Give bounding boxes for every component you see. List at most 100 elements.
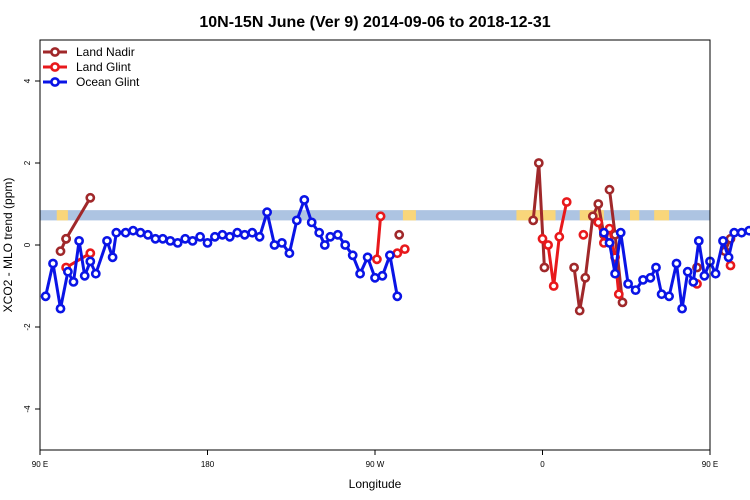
data-point xyxy=(399,244,410,254)
data-point xyxy=(604,184,615,195)
data-point xyxy=(85,256,96,267)
data-point xyxy=(111,227,122,238)
data-point xyxy=(533,158,544,168)
data-point xyxy=(615,227,626,238)
land-segment xyxy=(629,210,640,221)
data-point xyxy=(55,303,66,314)
chart-title: 10N-15N June (Ver 9) 2014-09-06 to 2018-… xyxy=(199,14,550,31)
data-point xyxy=(664,291,674,302)
data-point xyxy=(239,229,250,240)
data-point xyxy=(90,268,101,279)
data-point xyxy=(725,260,736,271)
data-point xyxy=(682,266,693,277)
data-point xyxy=(384,250,395,261)
land-ocean-band xyxy=(40,210,710,221)
data-point xyxy=(224,231,235,242)
data-point xyxy=(392,291,403,302)
data-point xyxy=(291,215,302,226)
data-point xyxy=(561,197,572,207)
data-point xyxy=(247,227,258,238)
data-point xyxy=(68,276,79,287)
data-point xyxy=(613,289,624,300)
data-point xyxy=(332,229,343,240)
data-point xyxy=(319,240,330,250)
data-point xyxy=(593,199,604,209)
y-tick-label: -2 xyxy=(23,323,32,331)
data-point xyxy=(79,270,90,281)
x-axis: 90 E 180 90 W 0 90 E xyxy=(32,450,718,469)
legend-item: Land Glint xyxy=(43,60,131,74)
data-point xyxy=(593,217,604,228)
data-point xyxy=(623,278,633,289)
data-point xyxy=(394,229,405,240)
x-tick-label: 0 xyxy=(540,460,545,469)
data-point xyxy=(254,231,265,242)
series-line xyxy=(572,202,606,313)
data-point xyxy=(528,215,539,226)
legend-item: Land Nadir xyxy=(43,45,135,59)
plot-area xyxy=(39,39,750,451)
data-point xyxy=(656,289,667,300)
data-point xyxy=(630,285,641,295)
series-line xyxy=(375,216,383,260)
data-point xyxy=(142,229,153,240)
data-point xyxy=(371,254,382,265)
y-tick-label: -4 xyxy=(23,405,32,413)
data-point xyxy=(599,227,609,238)
x-tick-label: 90 W xyxy=(366,460,385,469)
x-tick-label: 90 E xyxy=(702,460,718,469)
data-point xyxy=(645,272,656,283)
legend-marker xyxy=(50,77,60,87)
series-ocean-glint xyxy=(40,194,750,314)
data-point xyxy=(377,270,388,281)
data-point xyxy=(580,272,591,283)
data-point xyxy=(355,268,365,279)
data-point xyxy=(209,231,220,242)
data-point xyxy=(128,225,138,236)
legend-label: Land Nadir xyxy=(76,45,135,59)
data-point xyxy=(262,207,272,218)
data-point xyxy=(693,235,704,246)
data-point xyxy=(306,217,317,228)
land-segment xyxy=(402,210,416,221)
data-point xyxy=(651,262,661,273)
x-tick-label: 90 E xyxy=(32,460,48,469)
data-point xyxy=(48,258,58,269)
data-point xyxy=(284,248,295,259)
data-point xyxy=(688,276,699,287)
data-point xyxy=(744,225,750,236)
y-axis-label: XCO2 - MLO trend (ppm) xyxy=(1,178,15,313)
data-point xyxy=(362,252,373,263)
data-point xyxy=(61,233,71,244)
data-point xyxy=(165,235,176,246)
data-point xyxy=(157,233,168,244)
ocean-band xyxy=(40,210,710,221)
data-point xyxy=(736,227,747,238)
data-point xyxy=(102,235,112,246)
data-point xyxy=(85,248,96,259)
series-line xyxy=(64,197,92,240)
data-point xyxy=(217,229,228,240)
legend-label: Land Glint xyxy=(76,60,131,74)
legend-marker xyxy=(50,62,60,72)
data-point xyxy=(347,250,358,261)
data-point xyxy=(710,268,721,279)
data-point xyxy=(677,303,687,314)
data-point xyxy=(578,229,589,240)
data-point xyxy=(107,252,118,263)
data-point xyxy=(604,237,615,248)
data-point xyxy=(574,305,585,316)
data-point xyxy=(587,211,598,222)
data-point xyxy=(539,262,550,273)
data-point xyxy=(63,266,73,277)
data-point xyxy=(554,231,565,242)
data-point xyxy=(671,258,682,269)
x-tick-label: 180 xyxy=(201,460,215,469)
data-point xyxy=(120,227,131,238)
data-point xyxy=(375,211,386,222)
y-tick-label: 4 xyxy=(23,78,32,83)
data-point xyxy=(314,227,325,238)
data-point xyxy=(569,262,579,273)
land-segment xyxy=(56,210,68,221)
